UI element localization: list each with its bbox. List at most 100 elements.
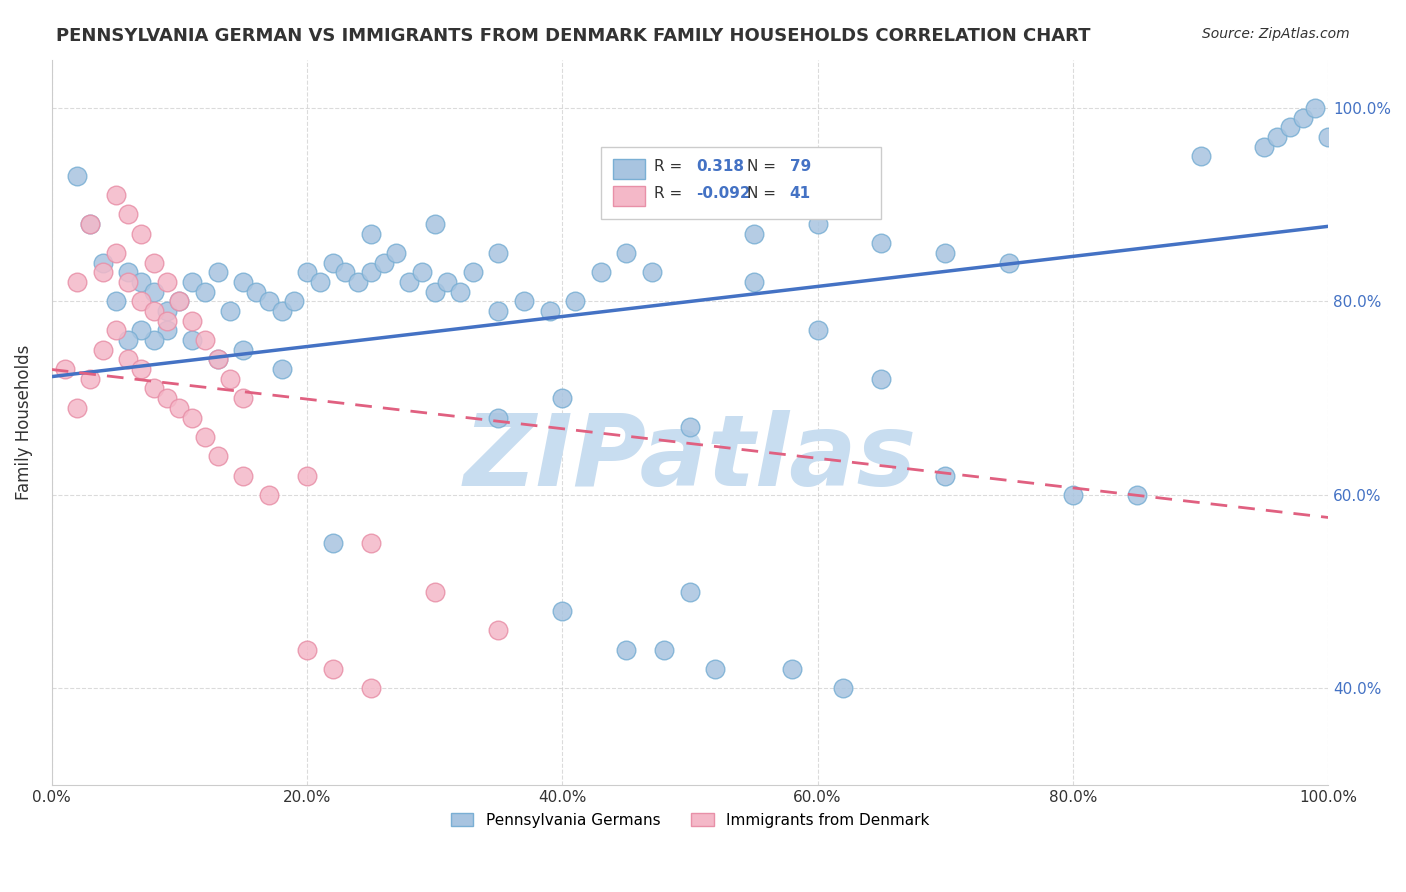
Point: [373, 256, 395, 270]
Text: Source: ZipAtlas.com: Source: ZipAtlas.com: [1202, 27, 1350, 41]
Point: [423, 584, 446, 599]
Point: [1317, 130, 1340, 145]
Point: [934, 468, 956, 483]
Point: [142, 382, 165, 396]
Text: 79: 79: [790, 160, 811, 175]
Text: 0.318: 0.318: [696, 160, 744, 175]
Point: [117, 333, 139, 347]
Point: [488, 304, 510, 318]
Point: [117, 352, 139, 367]
Point: [181, 410, 204, 425]
Point: [742, 227, 765, 241]
Point: [589, 265, 612, 279]
Point: [142, 333, 165, 347]
Point: [551, 391, 574, 405]
Point: [614, 246, 637, 260]
Point: [117, 265, 139, 279]
Point: [79, 217, 101, 231]
Point: [79, 372, 101, 386]
Point: [142, 304, 165, 318]
Point: [66, 401, 89, 415]
Point: [436, 275, 458, 289]
Point: [1189, 149, 1212, 163]
Point: [640, 265, 662, 279]
Point: [360, 227, 382, 241]
Point: [308, 275, 330, 289]
Point: [257, 488, 280, 502]
Point: [194, 333, 217, 347]
Point: [488, 624, 510, 638]
Point: [806, 323, 828, 337]
Point: [142, 256, 165, 270]
Point: [129, 294, 152, 309]
Point: [91, 265, 114, 279]
Point: [104, 188, 127, 202]
Point: [449, 285, 471, 299]
Point: [742, 275, 765, 289]
Point: [423, 285, 446, 299]
Point: [870, 372, 893, 386]
Point: [322, 662, 344, 676]
Point: [181, 275, 204, 289]
Legend: Pennsylvania Germans, Immigrants from Denmark: Pennsylvania Germans, Immigrants from De…: [443, 805, 936, 836]
Point: [207, 265, 229, 279]
Text: N =: N =: [748, 186, 782, 202]
Point: [194, 285, 217, 299]
Point: [704, 662, 727, 676]
Point: [169, 294, 191, 309]
Point: [934, 246, 956, 260]
Point: [283, 294, 305, 309]
Point: [245, 285, 267, 299]
Point: [270, 362, 292, 376]
Point: [295, 642, 318, 657]
Point: [104, 323, 127, 337]
Point: [194, 430, 217, 444]
Point: [232, 391, 254, 405]
Y-axis label: Family Households: Family Households: [15, 344, 32, 500]
Text: -0.092: -0.092: [696, 186, 751, 202]
Point: [998, 256, 1021, 270]
Point: [181, 314, 204, 328]
Point: [129, 275, 152, 289]
Point: [156, 391, 179, 405]
Point: [295, 468, 318, 483]
Point: [1305, 101, 1327, 115]
Point: [129, 362, 152, 376]
Point: [1125, 488, 1147, 502]
Point: [91, 343, 114, 357]
Point: [270, 304, 292, 318]
Point: [104, 294, 127, 309]
Point: [169, 294, 191, 309]
Point: [538, 304, 561, 318]
Point: [1278, 120, 1301, 135]
Point: [832, 681, 855, 696]
Point: [806, 217, 828, 231]
Text: R =: R =: [654, 186, 688, 202]
Point: [117, 207, 139, 221]
Point: [411, 265, 433, 279]
Point: [156, 314, 179, 328]
Point: [488, 410, 510, 425]
Point: [129, 227, 152, 241]
Point: [488, 246, 510, 260]
Point: [461, 265, 484, 279]
Point: [232, 343, 254, 357]
Point: [360, 536, 382, 550]
Point: [169, 401, 191, 415]
Point: [207, 352, 229, 367]
Point: [385, 246, 408, 260]
Point: [1062, 488, 1084, 502]
Point: [66, 275, 89, 289]
Point: [322, 256, 344, 270]
Point: [679, 584, 702, 599]
Point: [156, 304, 179, 318]
Point: [219, 372, 242, 386]
Point: [142, 285, 165, 299]
Point: [614, 642, 637, 657]
Point: [219, 304, 242, 318]
Point: [117, 275, 139, 289]
FancyBboxPatch shape: [613, 186, 645, 206]
Point: [551, 604, 574, 618]
Point: [423, 217, 446, 231]
Text: ZIPatlas: ZIPatlas: [464, 410, 917, 508]
